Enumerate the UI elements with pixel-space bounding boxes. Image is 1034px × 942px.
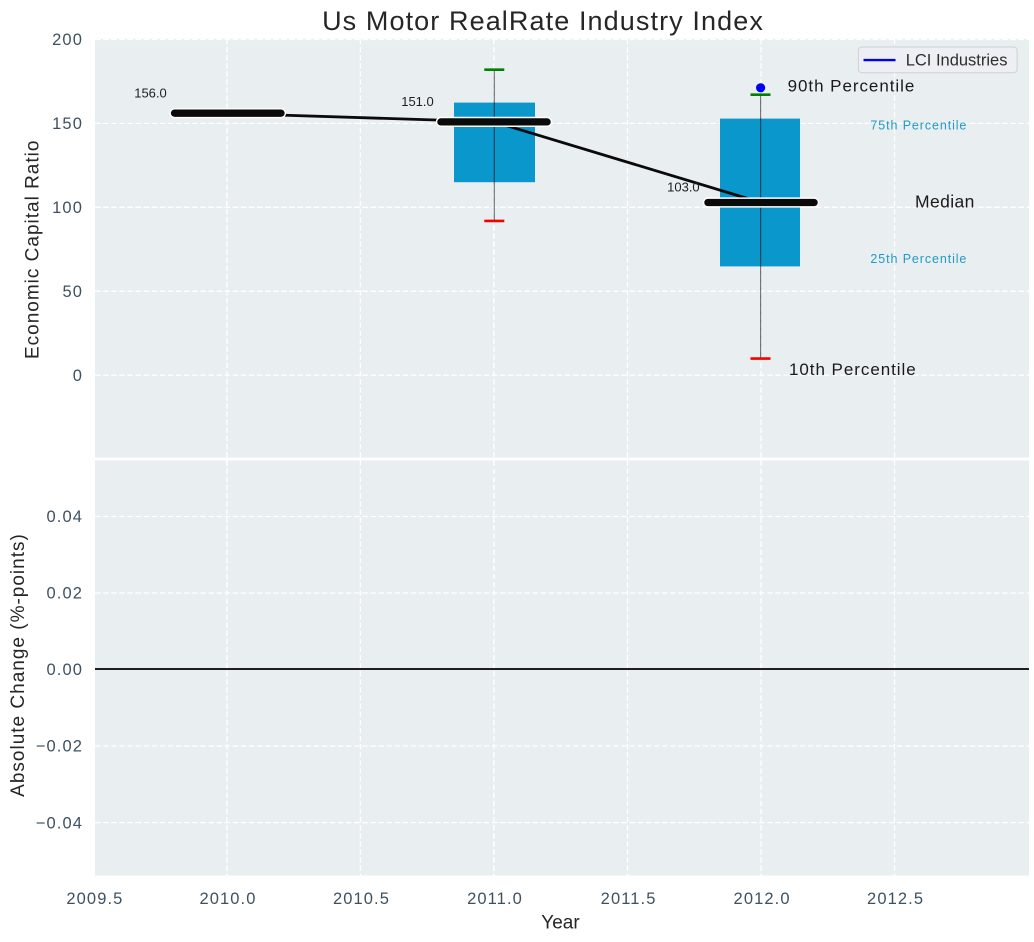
svg-text:LCI Industries: LCI Industries	[906, 51, 1008, 69]
svg-text:2010.5: 2010.5	[333, 890, 390, 908]
svg-text:Median: Median	[915, 191, 975, 211]
svg-text:0.04: 0.04	[46, 508, 83, 526]
svg-text:103.0: 103.0	[667, 179, 700, 194]
svg-text:2011.0: 2011.0	[467, 890, 523, 908]
svg-text:Us Motor RealRate Industry Ind: Us Motor RealRate Industry Index	[322, 6, 764, 36]
svg-text:Absolute Change (%-points): Absolute Change (%-points)	[8, 533, 29, 797]
svg-text:0: 0	[73, 367, 83, 385]
svg-text:156.0: 156.0	[134, 86, 167, 101]
svg-text:0.00: 0.00	[46, 661, 83, 679]
svg-text:Economic Capital Ratio: Economic Capital Ratio	[23, 140, 44, 359]
svg-text:100: 100	[52, 199, 83, 217]
svg-text:10th Percentile: 10th Percentile	[789, 360, 917, 379]
svg-text:2010.0: 2010.0	[199, 890, 256, 908]
svg-text:−0.04: −0.04	[36, 814, 83, 832]
svg-text:151.0: 151.0	[401, 94, 434, 109]
svg-text:50: 50	[62, 283, 83, 301]
svg-text:2012.5: 2012.5	[867, 890, 924, 908]
svg-text:75th Percentile: 75th Percentile	[870, 119, 967, 133]
svg-text:200: 200	[52, 31, 83, 49]
svg-text:150: 150	[52, 115, 83, 133]
svg-text:Year: Year	[541, 913, 580, 934]
svg-text:2009.5: 2009.5	[66, 890, 123, 908]
svg-text:0.02: 0.02	[46, 585, 83, 603]
svg-text:90th Percentile: 90th Percentile	[788, 77, 916, 96]
svg-text:25th Percentile: 25th Percentile	[870, 252, 967, 266]
svg-text:2012.0: 2012.0	[734, 890, 791, 908]
svg-text:−0.02: −0.02	[36, 738, 83, 756]
svg-text:2011.5: 2011.5	[601, 890, 657, 908]
